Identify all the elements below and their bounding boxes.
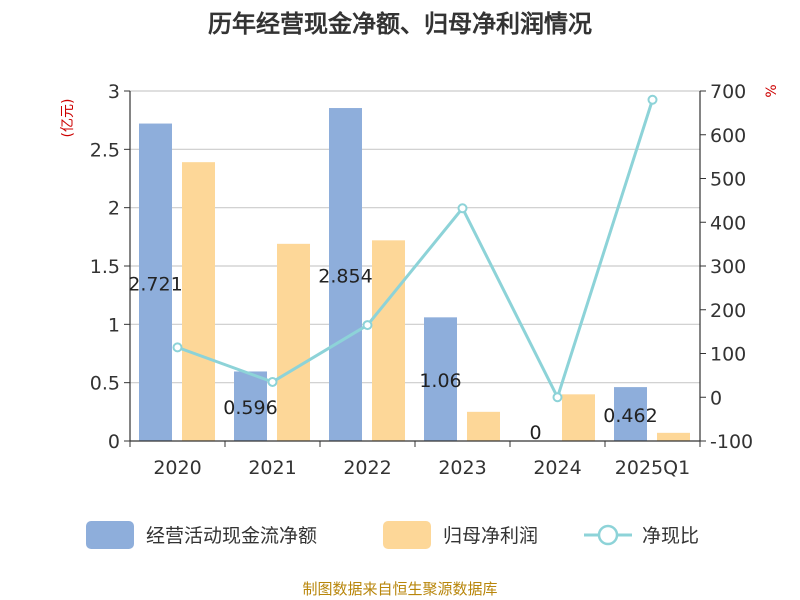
right-tick-label: 200 [710, 300, 746, 322]
bar-net-profit [562, 394, 595, 441]
data-labels: 2.721 0.596 2.854 1.06 0 0.462 [128, 266, 657, 444]
bar-net-profit [372, 240, 405, 441]
right-tick-label: 100 [710, 344, 746, 366]
bar-value-label: 2.854 [318, 266, 372, 288]
bar-value-label: 0 [529, 422, 541, 444]
right-tick-label: 700 [710, 81, 746, 103]
x-tick-label: 2025Q1 [615, 457, 690, 479]
left-tick-label: 0 [108, 431, 120, 453]
left-axis-unit: (亿元) [60, 99, 76, 138]
bar-value-label: 0.462 [603, 405, 657, 427]
bar-value-label: 2.721 [128, 273, 182, 295]
ratio-point [267, 376, 278, 387]
bar-net-profit [657, 432, 690, 441]
x-tick-label: 2020 [153, 457, 201, 479]
grid-lines [130, 90, 700, 384]
right-axis-unit: % [764, 84, 780, 97]
bar-value-label: 1.06 [419, 370, 461, 392]
bar-net-profit [182, 162, 215, 441]
left-tick-label: 1 [108, 314, 120, 336]
axes: 0 0.5 1 1.5 2 2.5 3 -100 0 100 200 300 400 500 600 700 (… [60, 81, 780, 479]
x-tick-label: 2023 [438, 457, 486, 479]
bar-value-label: 0.596 [223, 397, 277, 419]
left-tick-label: 2 [108, 198, 120, 220]
legend: 经营活动现金流净额 归母净利润 净现比 [86, 521, 699, 549]
bar-net-profit [467, 411, 500, 441]
right-tick-label: 300 [710, 256, 746, 278]
x-tick-label: 2021 [248, 457, 296, 479]
ratio-point [457, 203, 468, 214]
ratio-point [552, 392, 563, 403]
ratio-line-path [176, 99, 654, 402]
x-tick-label: 2022 [343, 457, 391, 479]
left-tick-label: 2.5 [90, 139, 120, 161]
legend-label-net-profit: 归母净利润 [443, 525, 538, 547]
legend-swatch-cash-flow [86, 521, 134, 549]
bar-cash-flow [234, 371, 267, 441]
bar-net-profit [277, 243, 310, 441]
legend-label-ratio: 净现比 [642, 525, 699, 547]
right-tick-label: 600 [710, 125, 746, 147]
ratio-point [362, 320, 373, 331]
right-tick-label: -100 [710, 431, 753, 453]
ratio-point [172, 342, 183, 353]
left-tick-label: 1.5 [90, 256, 120, 278]
chart-title: 历年经营现金净额、归母净利润情况 [208, 10, 592, 38]
bars [139, 108, 690, 442]
bar-cash-flow [139, 123, 172, 442]
source-note: 制图数据来自恒生聚源数据库 [302, 580, 497, 598]
ratio-point [647, 94, 658, 105]
bar-cash-flow [614, 387, 647, 441]
legend-label-cash-flow: 经营活动现金流净额 [146, 525, 317, 547]
ratio-line [172, 94, 658, 403]
x-tick-label: 2024 [533, 457, 581, 479]
bar-cash-flow [329, 108, 362, 442]
left-tick-label: 0.5 [90, 373, 120, 395]
right-tick-label: 400 [710, 212, 746, 234]
left-tick-label: 3 [108, 81, 120, 103]
legend-marker-ratio [597, 524, 619, 546]
right-tick-label: 0 [710, 387, 722, 409]
bar-cash-flow [424, 317, 457, 441]
right-tick-label: 500 [710, 169, 746, 191]
legend-swatch-net-profit [383, 521, 431, 549]
